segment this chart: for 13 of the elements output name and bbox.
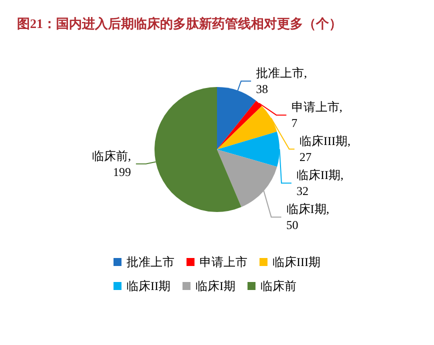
chart-title: 图21：国内进入后期临床的多肽新药管线相对更多（个） — [17, 16, 342, 31]
legend-label: 申请上市 — [200, 255, 248, 269]
legend-label: 临床I期 — [196, 279, 236, 293]
legend-label: 临床II期 — [126, 279, 171, 293]
legend-label: 批准上市 — [126, 255, 175, 269]
legend-label: 临床前 — [260, 279, 296, 293]
data-label: 临床I期, 50 — [286, 202, 330, 232]
data-label: 批准上市, 38 — [256, 66, 308, 96]
data-label: 申请上市, 7 — [291, 100, 342, 130]
legend-label: 临床III期 — [272, 255, 321, 269]
data-label: 临床III期, 27 — [300, 134, 351, 164]
data-label: 临床II期, 32 — [296, 168, 344, 198]
data-label: 临床前, 199 — [92, 148, 131, 179]
